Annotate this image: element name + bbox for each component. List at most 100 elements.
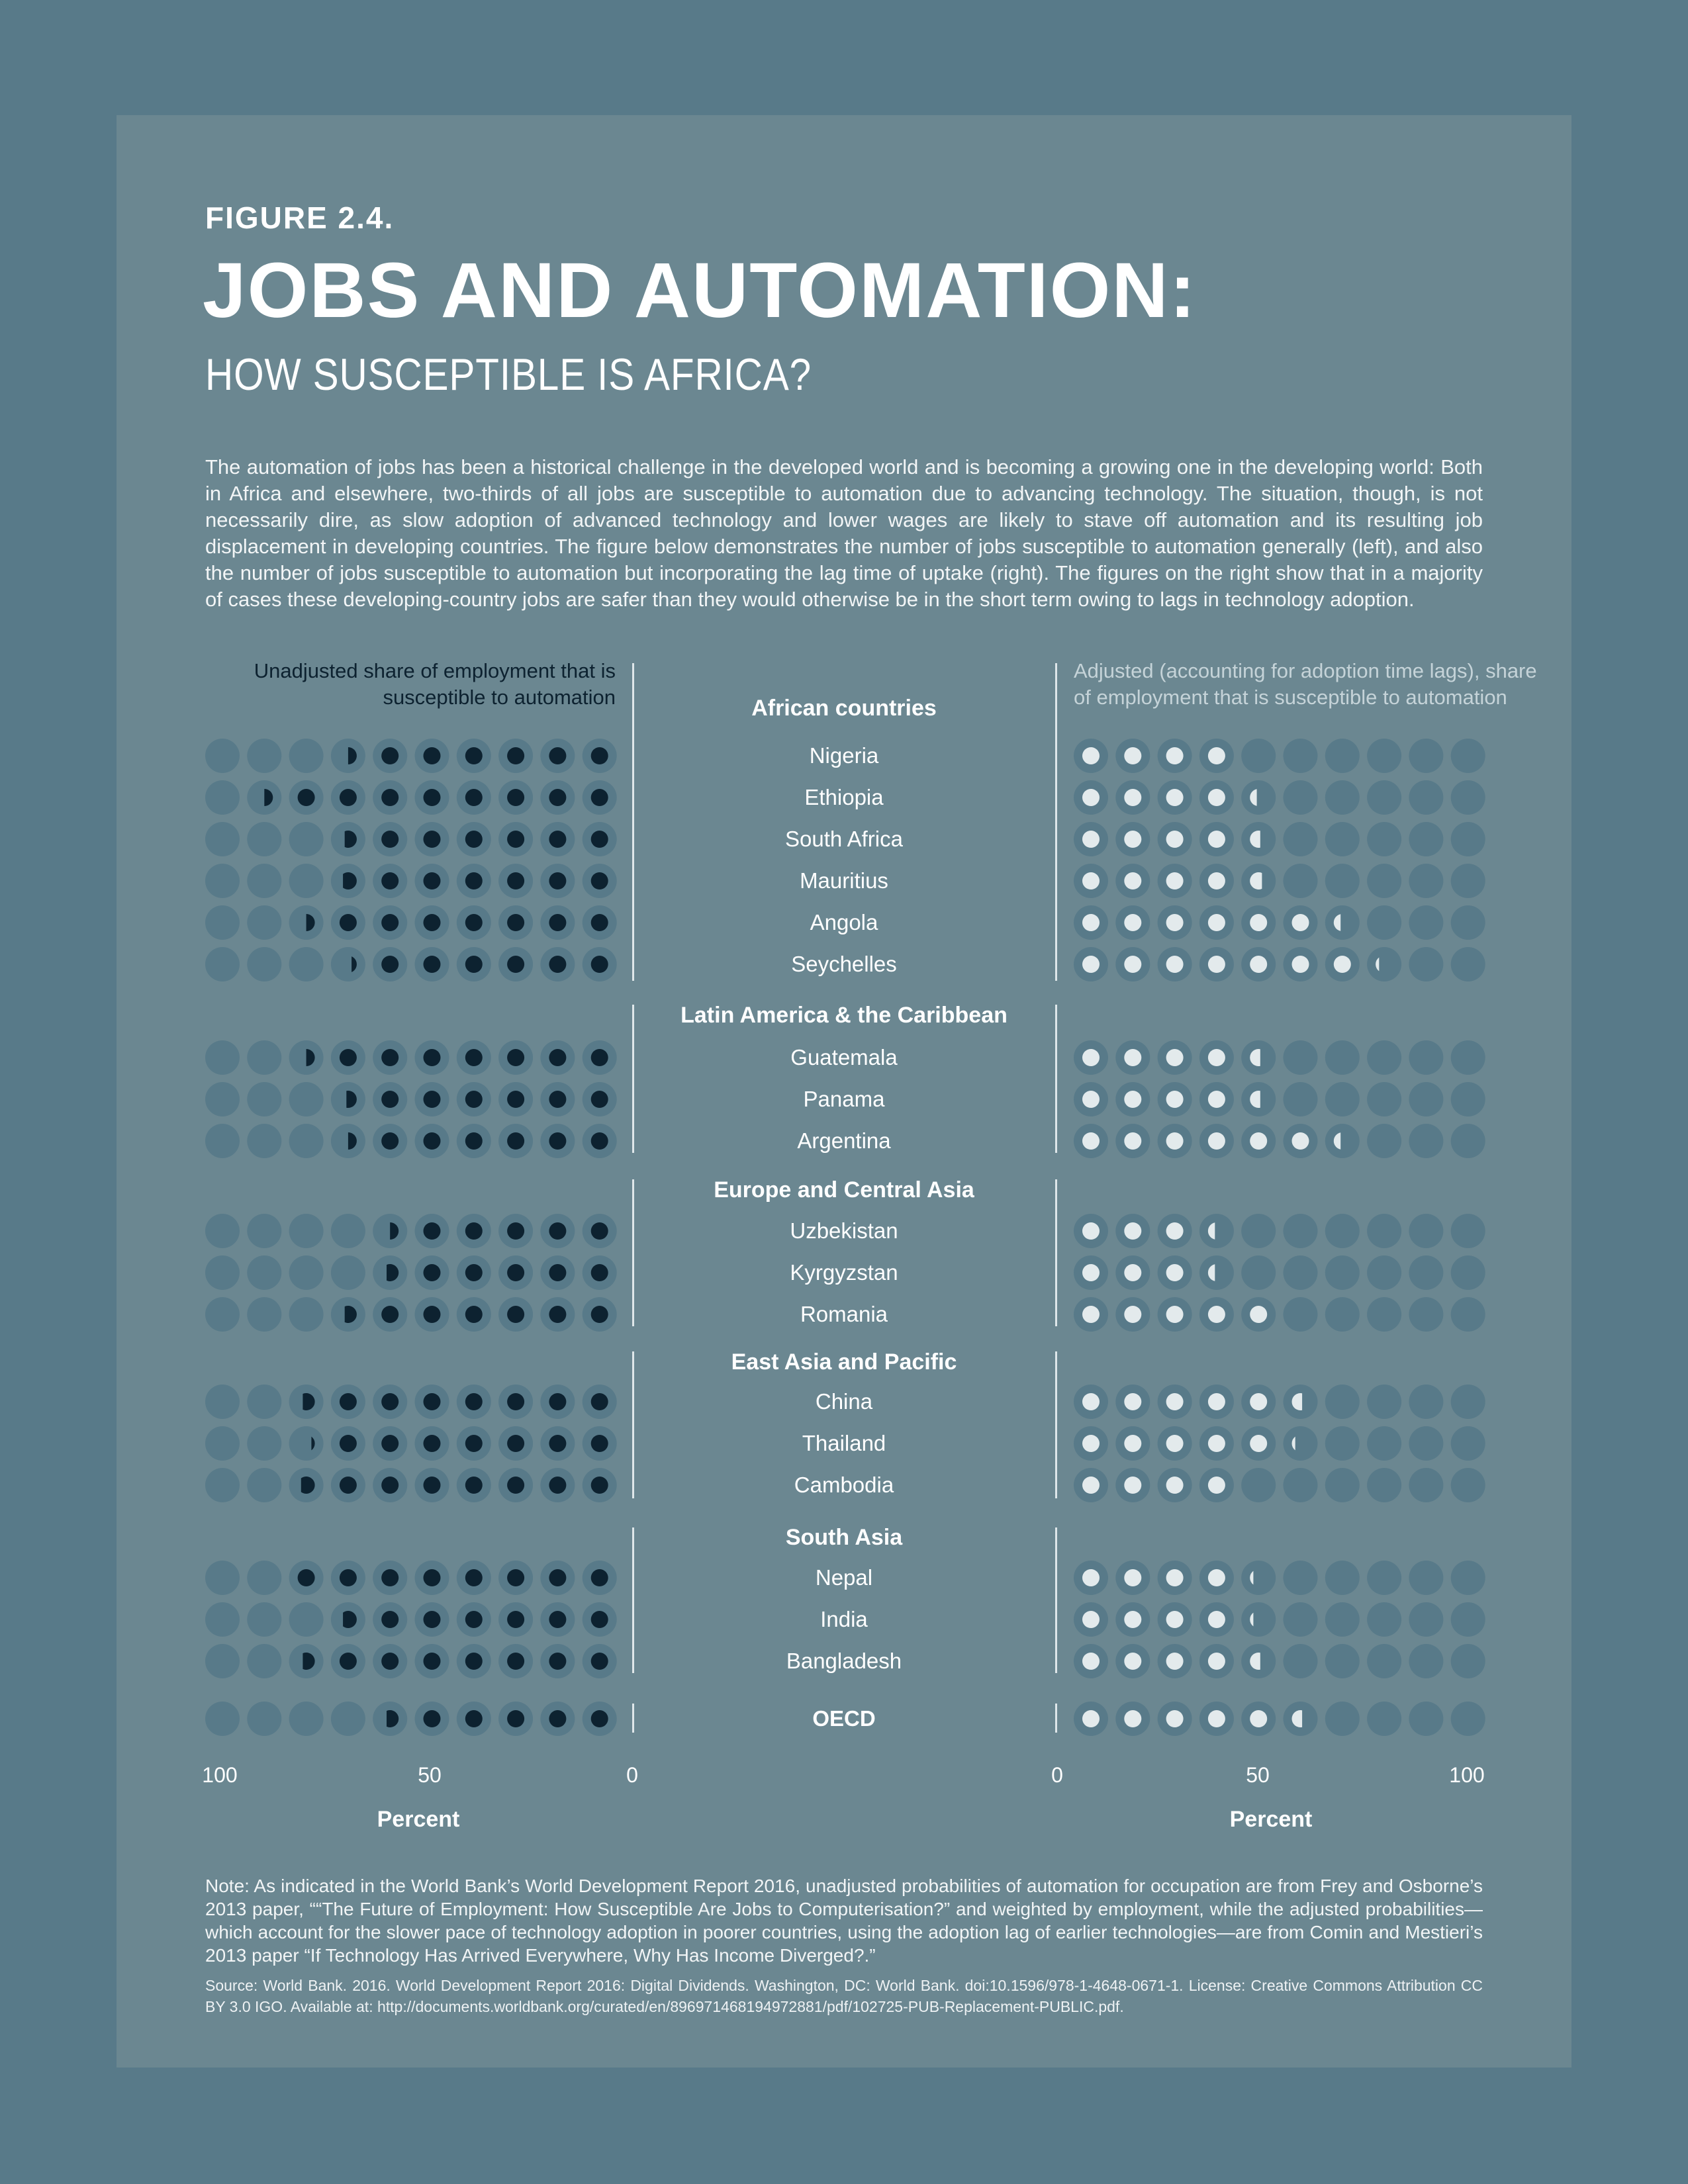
nigeria-left-dot-2 [540,739,575,773]
thailand-left-dot-9 [247,1426,282,1461]
cambodia-left-dot-4 [456,1468,491,1502]
mauritius-left-dot-10 [205,864,240,898]
guatemala-left-dot-8 [289,1040,324,1075]
uzbekistan-right-dot-2 [1115,1214,1150,1248]
south-africa-left-dot-4 [456,822,491,856]
thailand-left-dot-4 [456,1426,491,1461]
nigeria-right-dot-4 [1199,739,1234,773]
ethiopia-left-dot-8 [289,780,324,815]
oecd-left-dot-3 [498,1702,534,1736]
guatemala-right-dot-10 [1450,1040,1485,1075]
right-divider [1055,1704,1057,1733]
angola-left-dot-8 [289,905,324,940]
note-text: Note: As indicated in the World Bank’s W… [205,1876,1483,1966]
china-left-dot-9 [247,1385,282,1419]
angola-right-dot-6 [1283,905,1318,940]
panama-right-dot-4 [1199,1082,1234,1116]
china-left-dot-10 [205,1385,240,1419]
kyrgyzstan-left-dot-4 [456,1255,491,1290]
thailand-left-dot-5 [414,1426,449,1461]
nigeria-right-dot-9 [1409,739,1444,773]
cambodia-left-dot-3 [498,1468,534,1502]
nepal-right-dot-5 [1241,1561,1276,1595]
cambodia-right-dot-3 [1157,1468,1192,1502]
ethiopia-right-dot-4 [1199,780,1234,815]
right-tick-50: 50 [1246,1763,1270,1787]
india-right-dot-2 [1115,1602,1150,1637]
argentina-right-dot-7 [1325,1124,1360,1158]
kyrgyzstan-left-dot-10 [205,1255,240,1290]
thailand-right-dot-10 [1450,1426,1485,1461]
right-percent-label: Percent [1229,1807,1313,1832]
nigeria-left-dot-5 [414,739,449,773]
argentina-left-dot-1 [582,1124,617,1158]
panama-left-dot-6 [373,1082,408,1116]
uzbekistan-left-dot-8 [289,1214,324,1248]
mauritius-right-dot-4 [1199,864,1234,898]
kyrgyzstan-right-dot-9 [1409,1255,1444,1290]
seychelles-left-dot-1 [582,947,617,981]
mauritius-right-dot-6 [1283,864,1318,898]
nigeria-right-dot-7 [1325,739,1360,773]
south-africa-right-dot-10 [1450,822,1485,856]
panama-left-dot-3 [498,1082,534,1116]
india-right-dot-1 [1074,1602,1108,1637]
mauritius-left-dot-6 [373,864,408,898]
cambodia-left-dot-7 [330,1468,365,1502]
cambodia-right-dot-1 [1074,1468,1108,1502]
ethiopia-right-dot-10 [1450,780,1485,815]
cambodia-right-dot-2 [1115,1468,1150,1502]
argentina-left-dot-9 [247,1124,282,1158]
nepal-right-dot-3 [1157,1561,1192,1595]
nepal-left-dot-10 [205,1561,240,1595]
guatemala-right-dot-8 [1367,1040,1402,1075]
cambodia-left-dot-9 [247,1468,282,1502]
oecd-left-dot-9 [247,1702,282,1736]
oecd-right-dot-5 [1241,1702,1276,1736]
argentina-right-dot-3 [1157,1124,1192,1158]
intro-paragraph: The automation of jobs has been a histor… [205,455,1483,611]
ethiopia-left-dot-7 [330,780,365,815]
nigeria-left-dot-9 [247,739,282,773]
nigeria-right-dot-5 [1241,739,1276,773]
uzbekistan-left-dot-3 [498,1214,534,1248]
south-africa-left-dot-3 [498,822,534,856]
angola-right-dot-10 [1450,905,1485,940]
right-divider [1055,663,1057,981]
argentina-right-dot-10 [1450,1124,1485,1158]
uzbekistan-left-dot-1 [582,1214,617,1248]
uzbekistan-right-dot-9 [1409,1214,1444,1248]
argentina-left-dot-6 [373,1124,408,1158]
guatemala-right-dot-4 [1199,1040,1234,1075]
country-label-guatemala: Guatemala [790,1045,898,1069]
bangladesh-left-dot-6 [373,1644,408,1678]
angola-left-dot-5 [414,905,449,940]
argentina-left-dot-5 [414,1124,449,1158]
oecd-left-dot-5 [414,1702,449,1736]
uzbekistan-left-dot-10 [205,1214,240,1248]
ethiopia-left-dot-5 [414,780,449,815]
uzbekistan-right-dot-10 [1450,1214,1485,1248]
oecd-left-dot-6 [373,1702,408,1736]
china-left-dot-5 [414,1385,449,1419]
angola-left-dot-9 [247,905,282,940]
seychelles-left-dot-10 [205,947,240,981]
ethiopia-left-dot-4 [456,780,491,815]
country-label-nepal: Nepal [815,1565,873,1590]
nigeria-right-dot-1 [1074,739,1108,773]
nepal-left-dot-3 [498,1561,534,1595]
seychelles-right-dot-6 [1283,947,1318,981]
ethiopia-right-dot-3 [1157,780,1192,815]
bangladesh-right-dot-9 [1409,1644,1444,1678]
right-tick-100: 100 [1449,1763,1485,1787]
nepal-left-dot-2 [540,1561,575,1595]
nepal-right-dot-7 [1325,1561,1360,1595]
bangladesh-left-dot-1 [582,1644,617,1678]
romania-right-dot-7 [1325,1297,1360,1332]
angola-right-dot-2 [1115,905,1150,940]
oecd-right-dot-7 [1325,1702,1360,1736]
seychelles-right-dot-2 [1115,947,1150,981]
south-africa-right-dot-8 [1367,822,1402,856]
thailand-left-dot-2 [540,1426,575,1461]
